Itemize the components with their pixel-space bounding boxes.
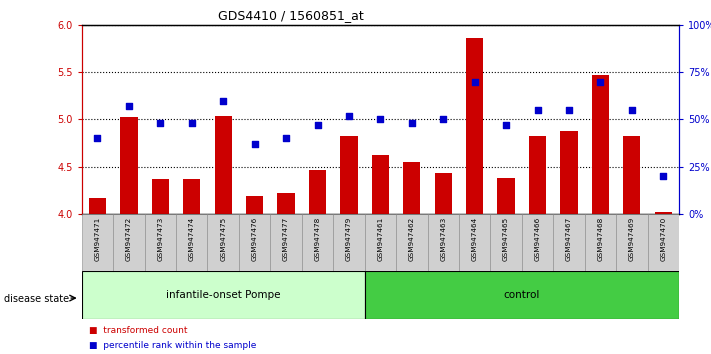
Point xyxy=(186,120,198,126)
Point xyxy=(280,136,292,141)
Bar xyxy=(616,214,648,271)
Text: GSM947473: GSM947473 xyxy=(157,217,164,261)
Bar xyxy=(553,214,584,271)
Point xyxy=(155,120,166,126)
Point xyxy=(249,141,260,147)
Bar xyxy=(82,214,113,271)
Text: control: control xyxy=(503,290,540,300)
Point xyxy=(343,113,355,119)
Text: ■  percentile rank within the sample: ■ percentile rank within the sample xyxy=(89,341,256,350)
Text: ■  transformed count: ■ transformed count xyxy=(89,326,188,336)
Bar xyxy=(403,162,420,214)
Point xyxy=(469,79,481,84)
Bar xyxy=(372,154,389,214)
Text: GSM947466: GSM947466 xyxy=(535,217,540,261)
Point xyxy=(92,136,103,141)
Bar xyxy=(113,214,144,271)
Bar xyxy=(648,214,679,271)
Text: GSM947469: GSM947469 xyxy=(629,217,635,261)
Point xyxy=(375,116,386,122)
Bar xyxy=(341,136,358,214)
Bar xyxy=(466,38,483,214)
Bar xyxy=(459,214,491,271)
Bar xyxy=(183,179,201,214)
Bar xyxy=(89,198,106,214)
Text: GSM947479: GSM947479 xyxy=(346,217,352,261)
Bar xyxy=(655,212,672,214)
Bar xyxy=(529,136,546,214)
Bar xyxy=(215,116,232,214)
Text: disease state: disease state xyxy=(4,294,69,304)
Point xyxy=(626,107,638,113)
Text: GSM947471: GSM947471 xyxy=(95,217,100,261)
Text: GSM947472: GSM947472 xyxy=(126,217,132,261)
Text: GSM947478: GSM947478 xyxy=(314,217,321,261)
Bar xyxy=(427,214,459,271)
Point xyxy=(437,116,449,122)
Bar xyxy=(434,173,452,214)
Bar xyxy=(624,136,641,214)
Bar xyxy=(120,116,137,214)
Point xyxy=(218,98,229,103)
Bar xyxy=(560,131,577,214)
Text: GSM947463: GSM947463 xyxy=(440,217,447,261)
Bar xyxy=(144,214,176,271)
Bar xyxy=(309,170,326,214)
Bar xyxy=(270,214,301,271)
Text: GSM947467: GSM947467 xyxy=(566,217,572,261)
Text: GSM947475: GSM947475 xyxy=(220,217,226,261)
Text: GSM947474: GSM947474 xyxy=(189,217,195,261)
Text: GSM947464: GSM947464 xyxy=(471,217,478,261)
Text: GSM947468: GSM947468 xyxy=(597,217,604,261)
Text: GDS4410 / 1560851_at: GDS4410 / 1560851_at xyxy=(218,9,363,22)
Point xyxy=(594,79,606,84)
Point xyxy=(563,107,574,113)
Bar xyxy=(277,193,295,214)
Text: GSM947465: GSM947465 xyxy=(503,217,509,261)
Text: GSM947462: GSM947462 xyxy=(409,217,415,261)
Bar xyxy=(584,214,616,271)
Point xyxy=(123,103,134,109)
Point xyxy=(406,120,417,126)
Bar xyxy=(396,214,427,271)
Bar xyxy=(301,214,333,271)
Text: infantile-onset Pompe: infantile-onset Pompe xyxy=(166,290,280,300)
Point xyxy=(312,122,324,128)
Bar xyxy=(176,214,208,271)
Text: GSM947477: GSM947477 xyxy=(283,217,289,261)
Bar xyxy=(246,196,263,214)
Text: GSM947470: GSM947470 xyxy=(661,217,666,261)
Bar xyxy=(498,178,515,214)
Text: GSM947461: GSM947461 xyxy=(378,217,383,261)
Bar xyxy=(208,214,239,271)
Point xyxy=(658,173,669,179)
Bar xyxy=(333,214,365,271)
Point xyxy=(501,122,512,128)
Point xyxy=(532,107,543,113)
Text: GSM947476: GSM947476 xyxy=(252,217,257,261)
Bar xyxy=(592,75,609,214)
Bar xyxy=(151,179,169,214)
Bar xyxy=(491,214,522,271)
Bar xyxy=(82,271,365,319)
Bar xyxy=(365,214,396,271)
Bar xyxy=(522,214,553,271)
Bar xyxy=(239,214,270,271)
Bar xyxy=(365,271,679,319)
